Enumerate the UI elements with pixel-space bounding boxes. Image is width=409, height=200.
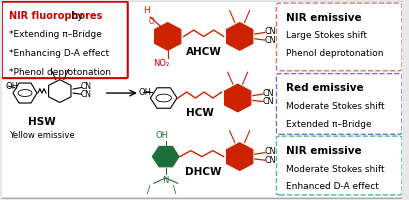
Polygon shape (227, 143, 253, 171)
Text: CN: CN (265, 36, 276, 45)
Text: Large Stokes shift: Large Stokes shift (285, 31, 366, 40)
FancyBboxPatch shape (276, 74, 402, 134)
Text: OH: OH (155, 131, 168, 140)
Text: AHCW: AHCW (186, 47, 222, 57)
FancyBboxPatch shape (276, 3, 402, 71)
Text: CN: CN (263, 89, 274, 98)
Text: Yellow emissive: Yellow emissive (9, 131, 74, 140)
Text: *Enhancing D-A effect: *Enhancing D-A effect (9, 49, 109, 58)
Text: HCW: HCW (186, 108, 213, 118)
Text: /: / (147, 185, 151, 195)
Text: CN: CN (81, 90, 92, 99)
Text: Moderate Stokes shift: Moderate Stokes shift (285, 165, 384, 174)
Text: CN: CN (81, 82, 92, 91)
Text: N: N (162, 176, 169, 185)
Polygon shape (227, 23, 253, 50)
Text: Phenol deprotonation: Phenol deprotonation (285, 49, 383, 58)
Polygon shape (225, 84, 251, 112)
Text: H: H (143, 6, 150, 15)
Text: *Extending π–Bridge: *Extending π–Bridge (9, 30, 101, 39)
Polygon shape (155, 23, 181, 50)
Text: by: by (68, 11, 83, 21)
FancyBboxPatch shape (0, 1, 403, 198)
Text: Enhanced D-A effect: Enhanced D-A effect (285, 182, 379, 191)
Text: OH: OH (139, 88, 152, 97)
Text: NIR emissive: NIR emissive (285, 13, 361, 23)
Text: Red emissive: Red emissive (285, 83, 363, 93)
Text: NO₂: NO₂ (154, 59, 170, 68)
Text: CN: CN (265, 27, 276, 36)
Text: O: O (148, 17, 154, 26)
FancyBboxPatch shape (2, 2, 128, 78)
Text: CN: CN (265, 147, 276, 156)
Text: Moderate Stokes shift: Moderate Stokes shift (285, 102, 384, 111)
Polygon shape (153, 146, 179, 167)
Text: \: \ (173, 185, 176, 195)
Text: OH: OH (5, 82, 18, 91)
Text: CN: CN (265, 156, 276, 165)
FancyBboxPatch shape (276, 136, 402, 195)
Text: DHCW: DHCW (184, 167, 221, 177)
Text: *Phenol deprotonation: *Phenol deprotonation (9, 68, 110, 77)
Text: Extended π–Bridge: Extended π–Bridge (285, 120, 371, 129)
Text: CN: CN (263, 97, 274, 106)
Text: NIR fluorophores: NIR fluorophores (9, 11, 102, 21)
Text: NIR emissive: NIR emissive (285, 146, 361, 156)
Text: HSW: HSW (28, 117, 56, 127)
